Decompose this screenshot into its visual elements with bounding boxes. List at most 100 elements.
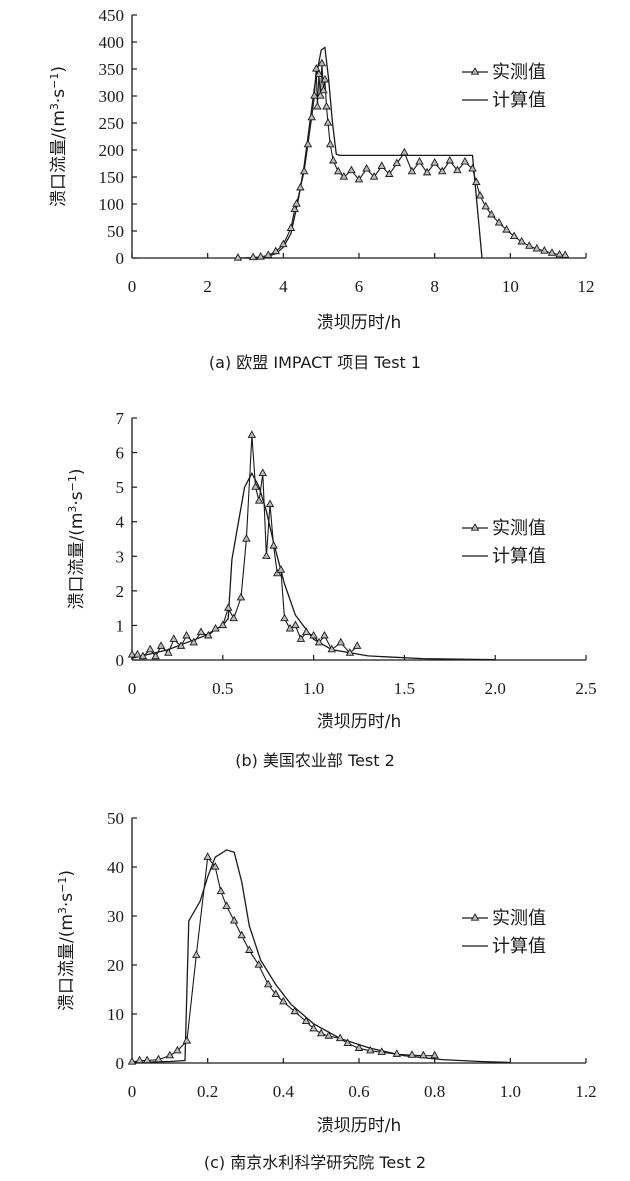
chart-c-observed-point xyxy=(407,1050,417,1058)
chart-c-observed-point xyxy=(335,1033,345,1042)
chart-c-observed-point xyxy=(279,996,288,1005)
chart-c-observed-point xyxy=(127,1057,137,1065)
chart-a-legend-observed-label: 实测值 xyxy=(492,62,546,83)
chart-c-observed-point xyxy=(263,979,273,988)
chart-a-observed-point xyxy=(271,246,281,255)
chart-a-observed-point xyxy=(369,172,379,180)
chart-b-observed-point xyxy=(218,620,228,629)
chart-c-x-tick-label: 0.4 xyxy=(273,1082,295,1101)
chart-a-x-tick-label: 4 xyxy=(279,277,288,296)
chart-c-observed-point xyxy=(154,1054,163,1063)
chart-b-observed-point xyxy=(280,613,289,622)
chart-a-x-tick-label: 0 xyxy=(128,277,137,296)
chart-b-legend-observed-label: 实测值 xyxy=(492,518,546,539)
chart-b-x-tick-label: 0.5 xyxy=(212,679,233,698)
chart-a-observed-point xyxy=(407,166,417,175)
chart-a-x-axis-title: 溃坝历时/h xyxy=(317,313,402,333)
chart-b-legend-observed-marker xyxy=(470,523,480,531)
chart-c-observed-point xyxy=(377,1047,386,1055)
chart-c-observed-point xyxy=(165,1050,175,1059)
chart-b-observed-point xyxy=(327,644,337,653)
chart-a-observed-point xyxy=(311,64,321,72)
chart-b-observed-point xyxy=(336,637,346,646)
chart-a-observed-point xyxy=(233,253,243,261)
chart-a-observed-point xyxy=(437,166,447,175)
chart-a-x-tick-label: 2 xyxy=(203,277,212,296)
chart-c-observed-point xyxy=(430,1050,439,1059)
chart-c-observed-point xyxy=(222,901,231,909)
chart-c-caption: (c) 南京水利科学研究院 Test 2 xyxy=(204,1153,426,1172)
chart-b-x-tick-label: 0 xyxy=(128,679,137,698)
chart-b-observed-point xyxy=(242,534,251,542)
chart-a-y-axis-title: 溃口流量/(m3·s−1) xyxy=(48,66,69,207)
chart-c-y-tick-label: 30 xyxy=(107,907,124,926)
chart-b-observed-point xyxy=(309,630,318,639)
chart-a-observed-point xyxy=(362,163,371,172)
chart-c-observed-point xyxy=(216,886,226,895)
chart-a-observed-point xyxy=(325,139,335,148)
chart-b-y-tick-label: 3 xyxy=(116,547,125,566)
chart-a-observed-point xyxy=(313,101,322,110)
chart-c-legend-observed-label: 实测值 xyxy=(492,908,546,929)
chart-a-observed-point xyxy=(453,165,462,174)
chart-b-observed-point xyxy=(176,641,186,649)
chart-b-y-tick-label: 6 xyxy=(116,444,125,463)
chart-c-observed-point xyxy=(192,950,201,958)
chart-b-observed-point xyxy=(223,603,233,611)
chart-a-y-tick-label: 300 xyxy=(99,87,125,106)
chart-a-x-tick-label: 12 xyxy=(578,277,595,296)
chart-a-computed-line xyxy=(245,46,483,259)
chart-b-observed-point xyxy=(182,630,191,639)
chart-a: 0 2 4 6 8 10 12 0 50 100 150 200 250 300 350 400 450 实测值计… xyxy=(48,6,595,372)
chart-a-x-tick-label: 6 xyxy=(355,277,364,296)
chart-a-observed-point xyxy=(555,249,564,258)
chart-b-x-axis-title: 溃坝历时/h xyxy=(317,712,402,732)
chart-b-y-tick-label: 7 xyxy=(116,409,125,428)
chart-a-observed-point xyxy=(547,248,557,256)
chart-c-observed-point xyxy=(419,1050,428,1059)
chart-a-observed-point xyxy=(339,172,349,180)
chart-a-y-tick-label: 100 xyxy=(99,195,125,214)
chart-c-observed-point xyxy=(324,1031,333,1039)
chart-b-observed-point xyxy=(314,637,324,646)
chart-a-observed-point xyxy=(481,201,490,210)
chart-a-observed-point xyxy=(263,250,273,258)
chart-a-legend-observed-marker xyxy=(470,67,480,75)
chart-c-legend-observed-marker xyxy=(470,913,480,921)
chart-b-observed-point xyxy=(258,468,268,476)
chart-a-legend-computed-label: 计算值 xyxy=(492,90,546,111)
chart-c: 0 0.2 0.4 0.6 0.8 1.0 1.2 0 10 20 30 40 50 实测值计算值溃坝历时… xyxy=(56,809,597,1172)
chart-c-legend-computed-label: 计算值 xyxy=(492,936,546,957)
chart-a-caption: (a) 欧盟 IMPACT 项目 Test 1 xyxy=(209,353,421,372)
chart-b-observed-point xyxy=(262,551,271,559)
chart-c-observed-point xyxy=(354,1043,364,1051)
chart-b-observed-point xyxy=(302,627,311,635)
chart-a-observed-point xyxy=(310,91,319,99)
chart-b-observed-point xyxy=(345,648,355,656)
chart-a-observed-point xyxy=(532,243,542,252)
chart-a-observed-point xyxy=(502,225,511,233)
chart-a-y-tick-label: 0 xyxy=(116,249,125,268)
chart-b-observed-point xyxy=(269,540,278,549)
chart-c-y-axis-title: 溃口流量/(m3·s−1) xyxy=(56,870,77,1011)
chart-c-observed-point xyxy=(290,1006,299,1015)
chart-c-observed-point xyxy=(210,862,220,870)
chart-b-observed-point xyxy=(236,592,246,601)
chart-c-x-axis-title: 溃坝历时/h xyxy=(317,1116,402,1136)
chart-a-observed-point xyxy=(377,161,386,169)
chart-b-x-tick-label: 1.5 xyxy=(394,679,415,698)
chart-c-x-tick-label: 0.8 xyxy=(424,1082,445,1101)
chart-a-observed-point xyxy=(290,204,299,213)
chart-c-observed-point xyxy=(309,1023,318,1032)
chart-c-observed-point xyxy=(182,1036,192,1044)
chart-c-observed-point xyxy=(142,1055,152,1064)
chart-b-observed-line xyxy=(132,435,358,658)
chart-a-observed-point xyxy=(494,217,504,226)
chart-b-observed-point xyxy=(189,637,198,646)
chart-c-observed-point xyxy=(135,1055,144,1064)
chart-a-observed-point xyxy=(307,112,316,121)
